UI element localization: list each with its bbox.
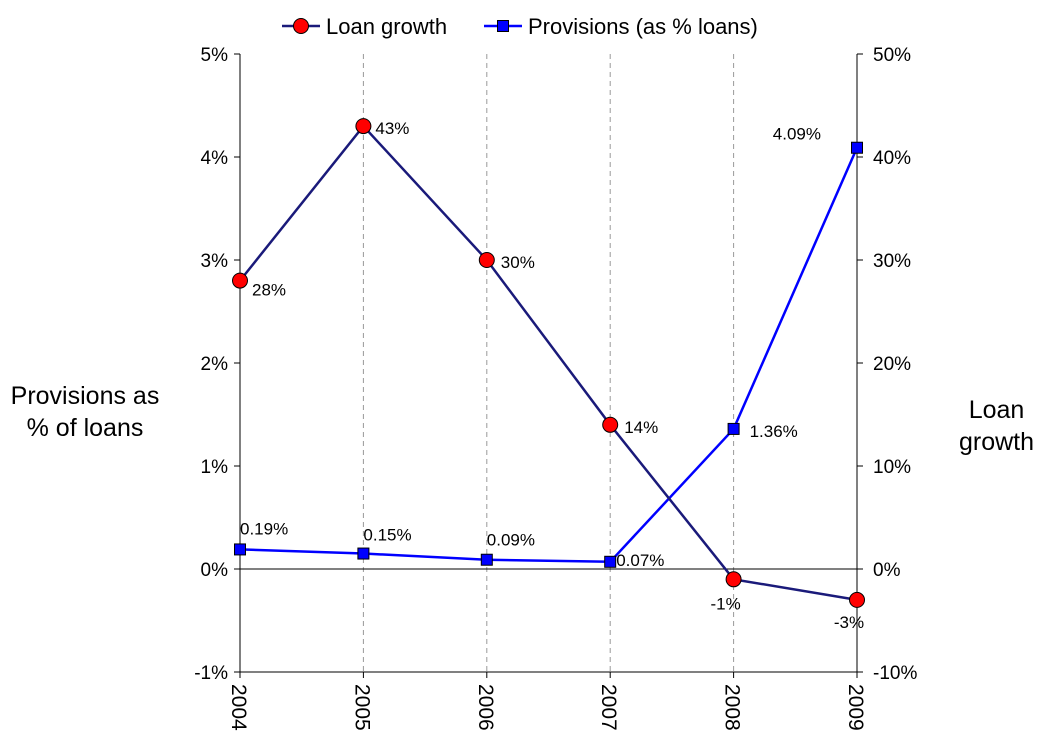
provisions-marker [727, 422, 740, 435]
provisions-marker [234, 543, 246, 556]
x-tick-label: 2007 [597, 684, 620, 731]
legend-marker-loan-growth [293, 18, 309, 34]
loan-growth-marker [725, 571, 742, 588]
loan-growth-data-label: 43% [375, 119, 409, 138]
provisions-marker [357, 547, 370, 560]
loan-growth-marker [232, 272, 248, 289]
y-axis-left-label: Provisions as % of loans [10, 382, 160, 442]
y-left-tick-label: -1% [194, 663, 228, 684]
y-left-tick-label: 1% [201, 457, 229, 478]
y-axis-right-label: Loan growth [958, 396, 1035, 456]
y-right-tick-label: 20% [873, 354, 911, 375]
provisions-data-label: 0.15% [363, 526, 411, 545]
provisions-marker [480, 553, 493, 566]
y-right-tick-label: 40% [873, 148, 911, 169]
provisions-data-label: 0.07% [616, 551, 664, 570]
loan-growth-data-label: 30% [501, 253, 535, 272]
loan-growth-marker [478, 252, 495, 268]
provisions-marker [604, 555, 617, 568]
x-tick-label: 2008 [721, 684, 744, 731]
y-right-tick-label: 0% [873, 560, 901, 581]
loan-growth-data-label: -3% [834, 613, 864, 632]
loan-growth-data-label: -1% [710, 594, 740, 613]
loan-growth-marker [355, 118, 372, 135]
y-left-tick-label: 3% [201, 251, 229, 272]
legend-label-provisions: Provisions (as % loans) [528, 14, 758, 39]
loan-growth-marker [602, 416, 619, 433]
loan-growth-data-label: 28% [252, 281, 286, 300]
y-left-tick-label: 5% [201, 45, 229, 66]
legend-marker-provisions [497, 20, 509, 32]
legend-label-loan-growth: Loan growth [326, 14, 447, 39]
x-tick-label: 2006 [474, 684, 497, 731]
x-tick-label: 2005 [350, 684, 373, 731]
series-line-provisions [239, 147, 859, 564]
y-right-tick-label: 50% [873, 45, 911, 66]
series-line-loan-growth [239, 124, 858, 602]
provisions-data-label: 0.19% [240, 519, 288, 538]
provisions-marker [851, 141, 863, 154]
y-right-tick-label: -10% [873, 663, 917, 684]
y-left-tick-label: 4% [201, 148, 229, 169]
y-left-tick-label: 0% [201, 560, 229, 581]
provisions-data-label: 0.09% [487, 531, 535, 550]
provisions-data-label: 1.36% [750, 422, 798, 441]
loan-growth-data-label: 14% [624, 418, 658, 437]
loan-growth-marker [849, 591, 865, 608]
x-tick-label: 2004 [227, 684, 250, 731]
x-tick-label: 2009 [844, 684, 867, 731]
provisions-data-label: 4.09% [773, 125, 821, 144]
y-right-tick-label: 10% [873, 457, 911, 478]
y-right-tick-label: 30% [873, 251, 911, 272]
y-left-tick-label: 2% [201, 354, 229, 375]
